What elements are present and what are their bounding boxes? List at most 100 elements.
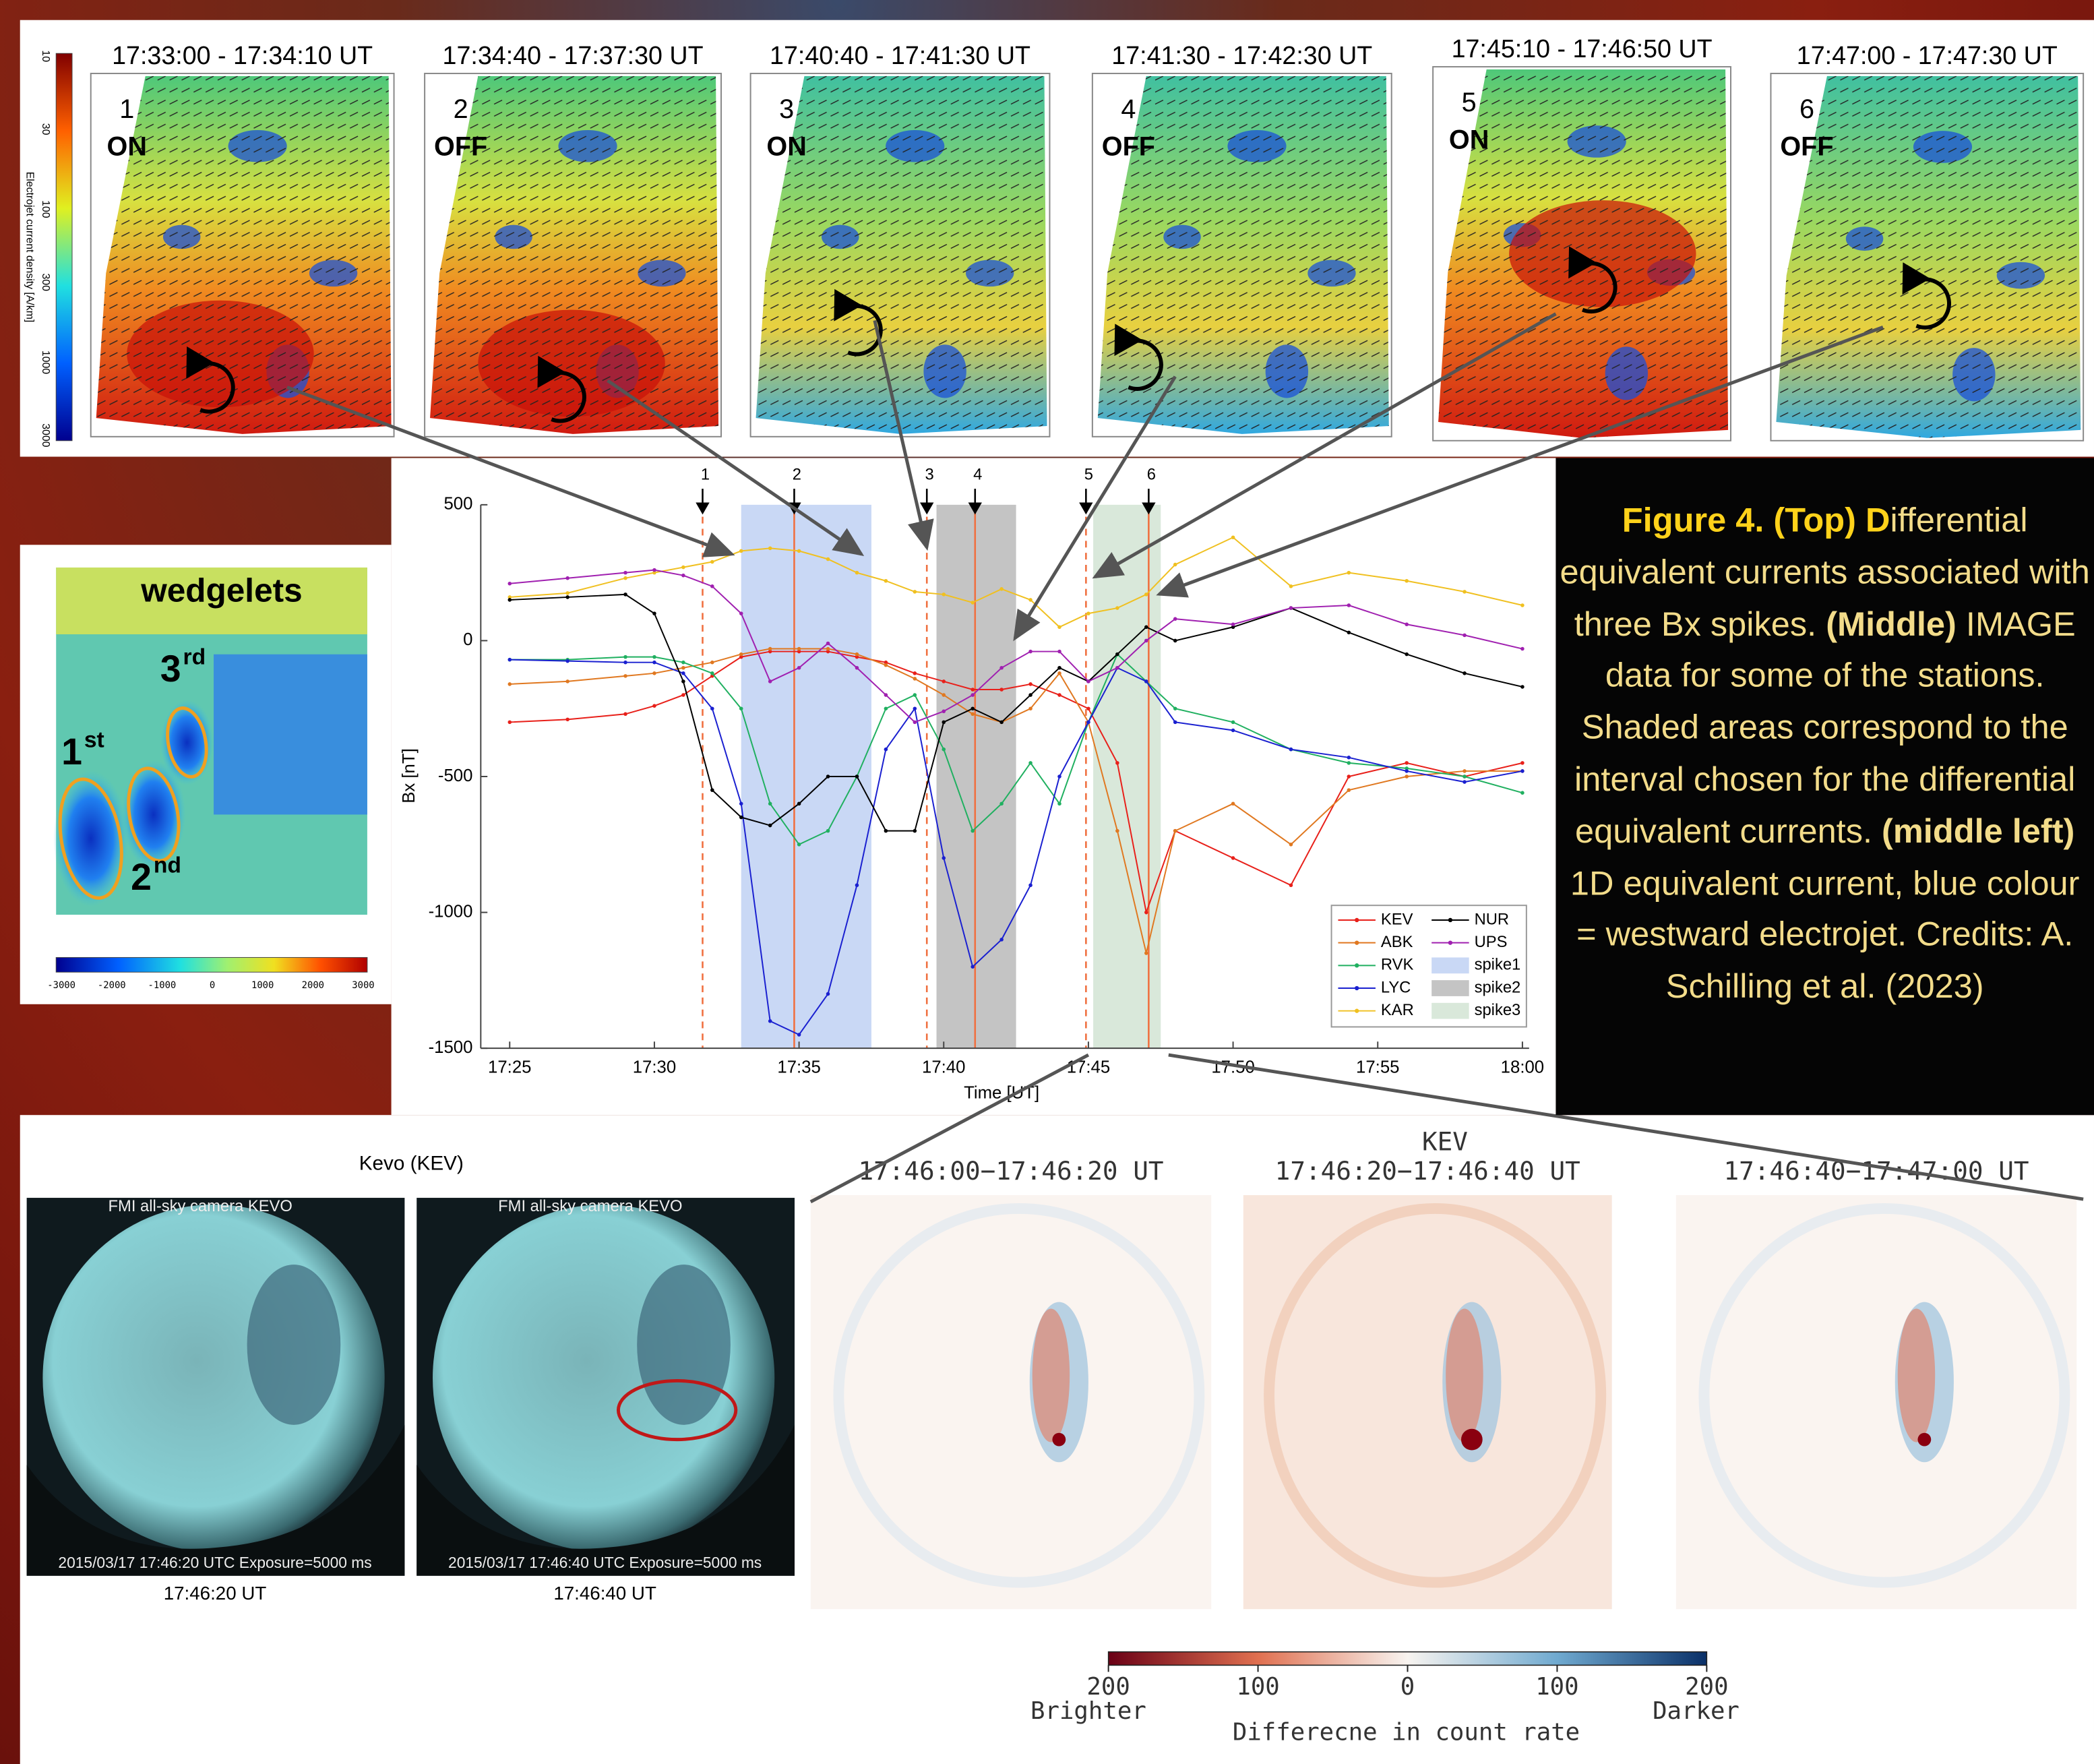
vector-field <box>1776 76 2081 438</box>
data-point <box>739 706 743 710</box>
wedgelets-title: wedgelets <box>140 572 302 609</box>
y-tick-label: -1500 <box>429 1038 473 1057</box>
data-point <box>1057 693 1061 697</box>
data-point <box>913 706 917 710</box>
colorbar-tick-label: 300 <box>40 273 51 291</box>
difference-title: 17:46:00−17:46:20 UT <box>858 1156 1163 1186</box>
data-point <box>652 611 656 615</box>
data-point <box>913 721 917 725</box>
data-point <box>971 965 975 969</box>
data-point <box>681 671 685 675</box>
data-point <box>565 659 569 663</box>
colorbar <box>56 53 72 441</box>
data-point <box>623 571 627 575</box>
data-point <box>565 576 569 580</box>
data-point <box>884 829 888 833</box>
data-point <box>1028 650 1033 654</box>
data-point <box>1057 666 1061 670</box>
data-point <box>739 611 743 615</box>
colorbar-label: Differecne in count rate <box>1233 1718 1580 1746</box>
difference-image <box>811 1195 1211 1609</box>
panel-state: OFF <box>434 131 487 161</box>
data-point <box>565 718 569 722</box>
caption-text: (middle left) <box>1882 813 2074 850</box>
legend-label: NUR <box>1475 910 1510 928</box>
data-point <box>1028 598 1033 602</box>
difference-station: KEV <box>1422 1126 1468 1156</box>
colorbar-label: Electrojet current density [A/km] <box>24 172 35 323</box>
difference-structure <box>1898 1308 1935 1442</box>
data-point <box>623 655 627 659</box>
data-point <box>739 802 743 806</box>
panel-number: 5 <box>1462 88 1477 117</box>
data-point <box>913 829 917 833</box>
data-point <box>768 802 772 806</box>
data-point <box>623 661 627 665</box>
data-point <box>826 642 830 646</box>
legend-label: KAR <box>1381 1001 1414 1019</box>
data-point <box>623 576 627 580</box>
panel-number: 4 <box>1121 94 1136 124</box>
data-point <box>768 547 772 551</box>
event-label: 4 <box>973 466 982 484</box>
data-point <box>623 674 627 678</box>
data-point <box>1028 693 1033 697</box>
data-point <box>884 693 888 697</box>
keogram-band <box>214 655 367 815</box>
data-point <box>507 721 512 725</box>
legend-label: ABK <box>1381 933 1413 951</box>
data-point <box>623 592 627 597</box>
data-point <box>652 671 656 675</box>
data-point <box>1057 774 1061 779</box>
data-point <box>565 591 569 595</box>
vector-field <box>430 76 718 434</box>
data-point <box>1115 666 1119 670</box>
data-point <box>1347 631 1351 635</box>
legend-label: KEV <box>1381 910 1413 928</box>
data-point <box>942 721 946 725</box>
data-point <box>1462 590 1467 594</box>
panel-state: ON <box>107 131 147 161</box>
data-point <box>1115 761 1119 765</box>
data-point <box>942 693 946 697</box>
data-point <box>1462 671 1467 675</box>
data-point <box>681 661 685 665</box>
panel-title: 17:34:40 - 17:37:30 UT <box>443 41 704 69</box>
legend-label: UPS <box>1475 933 1508 951</box>
data-point <box>768 824 772 828</box>
data-point <box>913 590 917 594</box>
camera-header: FMI all-sky camera KEVO <box>498 1197 682 1215</box>
data-point <box>942 679 946 683</box>
data-point <box>1347 788 1351 792</box>
data-point <box>681 566 685 570</box>
colorbar-tick-label: 3000 <box>40 423 51 447</box>
legend-label: RVK <box>1381 956 1414 974</box>
data-point <box>826 557 830 561</box>
colorbar-tick-label: 100 <box>1535 1673 1578 1701</box>
x-tick-label: 17:30 <box>633 1058 676 1077</box>
y-tick-label: -500 <box>438 766 473 785</box>
data-point <box>1086 706 1090 710</box>
wedgelet <box>53 770 128 907</box>
data-point <box>855 666 859 670</box>
data-point <box>652 661 656 665</box>
data-point <box>1144 951 1148 955</box>
data-point <box>971 688 975 692</box>
data-point <box>710 661 714 665</box>
data-point <box>1231 856 1235 860</box>
data-point <box>1173 617 1177 621</box>
data-point <box>1028 682 1033 686</box>
colorbar-tick-label: 1000 <box>251 980 274 991</box>
colorbar-tick-label: 10 <box>40 50 51 62</box>
data-point <box>1231 622 1235 626</box>
data-point <box>942 709 946 713</box>
difference-title: 17:46:20−17:46:40 UT <box>1275 1156 1580 1186</box>
data-point <box>1028 761 1033 765</box>
data-point <box>507 582 512 586</box>
data-point <box>971 706 975 710</box>
colorbar-tick-label: 0 <box>210 980 215 991</box>
vector-field <box>756 76 1047 434</box>
data-point <box>1086 611 1090 615</box>
colorbar-tick-label: 1000 <box>40 351 51 374</box>
event-label: 1 <box>701 466 710 484</box>
